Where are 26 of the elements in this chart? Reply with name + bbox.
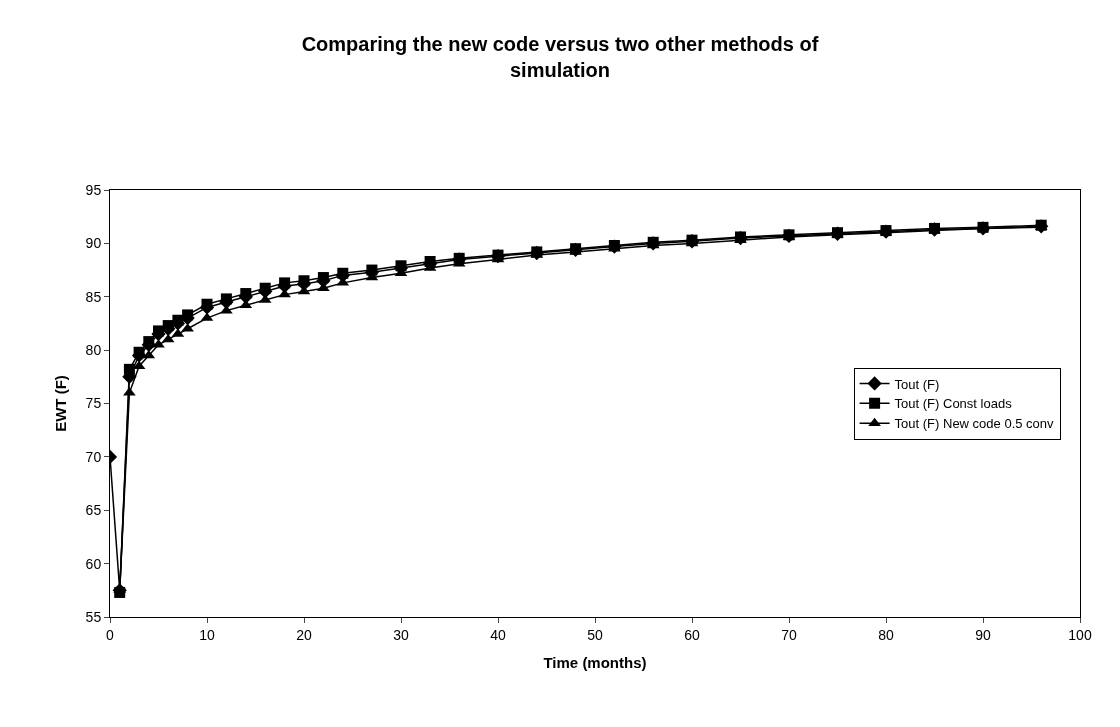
x-tick-label: 40 [490, 626, 506, 643]
y-tick-label: 60 [85, 555, 102, 572]
x-axis-title: Time (months) [543, 653, 647, 671]
legend-label: Tout (F) [894, 376, 940, 392]
y-tick-label: 70 [85, 448, 102, 465]
legend-label: Tout (F) New code 0.5 conv [894, 416, 1055, 432]
y-axis-title: EWT (F) [51, 375, 69, 432]
x-tick-label: 70 [781, 626, 797, 643]
y-tick-label: 55 [85, 608, 102, 625]
x-tick-label: 100 [1068, 626, 1092, 643]
x-tick-label: 90 [975, 626, 991, 643]
y-tick-label: 65 [85, 502, 102, 519]
y-tick-label: 80 [85, 342, 102, 359]
x-tick-label: 20 [296, 626, 312, 643]
y-tick-label: 85 [85, 288, 102, 305]
x-tick-label: 30 [393, 626, 409, 643]
chart-title: Comparing the new code versus two other methods of simulation [301, 32, 819, 81]
x-tick-label: 60 [684, 626, 700, 643]
x-tick-label: 50 [587, 626, 603, 643]
x-tick-label: 10 [199, 626, 215, 643]
x-tick-label: 0 [106, 626, 115, 643]
y-tick-label: 95 [85, 181, 102, 198]
x-tick-label: 80 [878, 626, 894, 643]
legend-label: Tout (F) Const loads [894, 396, 1013, 412]
y-tick-label: 90 [85, 235, 102, 252]
y-tick-label: 75 [85, 395, 102, 412]
